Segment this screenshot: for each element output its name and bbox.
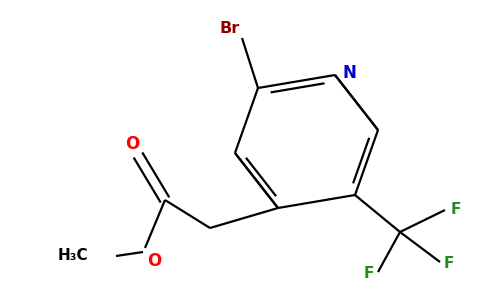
Text: N: N (343, 64, 357, 82)
Text: O: O (147, 252, 161, 270)
Text: F: F (444, 256, 454, 272)
Text: Br: Br (220, 21, 240, 36)
Text: O: O (125, 135, 139, 153)
Text: F: F (451, 202, 461, 217)
Text: F: F (363, 266, 374, 281)
Text: H₃C: H₃C (58, 248, 88, 263)
